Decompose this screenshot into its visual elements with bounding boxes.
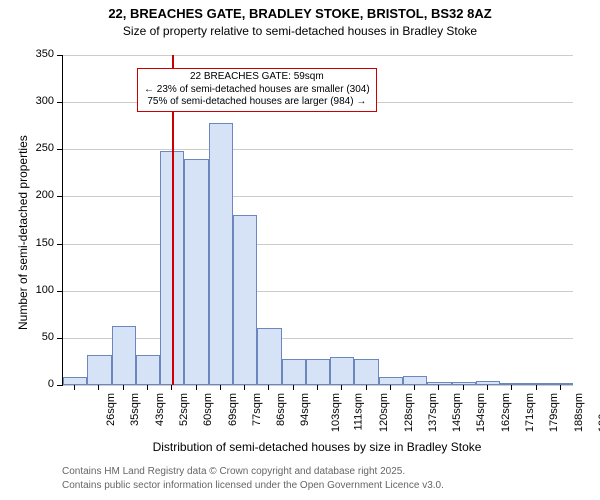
annotation-line-3: 75% of semi-detached houses are larger (…	[144, 96, 370, 109]
y-tick	[57, 244, 62, 245]
histogram-bar	[63, 377, 87, 385]
y-tick-label: 150	[24, 237, 54, 249]
y-tick	[57, 149, 62, 150]
y-tick	[57, 196, 62, 197]
footer-line-2: Contains public sector information licen…	[62, 480, 444, 491]
x-tick	[98, 385, 99, 390]
x-tick	[147, 385, 148, 390]
x-tick-label: 52sqm	[178, 393, 190, 426]
x-tick	[317, 385, 318, 390]
x-tick	[123, 385, 124, 390]
y-tick	[57, 291, 62, 292]
y-tick	[57, 55, 62, 56]
histogram-bar	[403, 376, 427, 385]
x-tick-label: 111sqm	[353, 393, 365, 431]
histogram-bar	[87, 355, 111, 385]
histogram-bar	[136, 355, 160, 385]
histogram-bar	[282, 359, 306, 385]
histogram-bar	[427, 382, 451, 385]
x-tick-label: 60sqm	[202, 393, 214, 426]
y-axis-label: Number of semi-detached properties	[16, 135, 30, 330]
property-size-chart: 22, BREACHES GATE, BRADLEY STOKE, BRISTO…	[0, 0, 600, 500]
footer-line-1: Contains HM Land Registry data © Crown c…	[62, 466, 405, 477]
y-grid-line	[63, 196, 573, 197]
y-tick-label: 300	[24, 95, 54, 107]
histogram-bar	[184, 159, 208, 385]
x-tick-label: 171sqm	[524, 393, 536, 432]
x-tick-label: 128sqm	[403, 393, 415, 432]
x-tick-label: 26sqm	[105, 393, 117, 426]
x-tick	[511, 385, 512, 390]
x-tick	[366, 385, 367, 390]
annotation-line-1: 22 BREACHES GATE: 59sqm	[144, 71, 370, 84]
x-tick-label: 103sqm	[330, 393, 342, 432]
y-tick-label: 100	[24, 284, 54, 296]
x-tick-label: 94sqm	[299, 393, 311, 426]
x-tick	[341, 385, 342, 390]
histogram-bar	[330, 357, 354, 385]
annotation-box: 22 BREACHES GATE: 59sqm ← 23% of semi-de…	[137, 68, 377, 112]
x-tick-label: 43sqm	[154, 393, 166, 426]
histogram-bar	[306, 359, 330, 385]
x-tick	[463, 385, 464, 390]
y-tick	[57, 102, 62, 103]
x-tick-label: 145sqm	[451, 393, 463, 432]
chart-subtitle: Size of property relative to semi-detach…	[0, 24, 600, 38]
x-tick	[74, 385, 75, 390]
x-tick	[268, 385, 269, 390]
x-tick	[293, 385, 294, 390]
x-tick-label: 154sqm	[476, 393, 488, 432]
x-tick-label: 179sqm	[548, 393, 560, 432]
y-grid-line	[63, 149, 573, 150]
x-tick	[390, 385, 391, 390]
x-tick-label: 137sqm	[427, 393, 439, 432]
y-grid-line	[63, 385, 573, 386]
y-grid-line	[63, 338, 573, 339]
x-tick	[220, 385, 221, 390]
x-tick	[438, 385, 439, 390]
x-axis-label: Distribution of semi-detached houses by …	[62, 440, 572, 454]
annotation-line-2: ← 23% of semi-detached houses are smalle…	[144, 84, 370, 97]
y-grid-line	[63, 291, 573, 292]
histogram-bar	[209, 123, 233, 385]
y-tick-label: 0	[24, 378, 54, 390]
histogram-bar	[549, 383, 573, 385]
histogram-bar	[524, 383, 548, 385]
histogram-bar	[452, 382, 476, 385]
x-tick-label: 69sqm	[227, 393, 239, 426]
y-tick-label: 200	[24, 189, 54, 201]
y-tick	[57, 338, 62, 339]
chart-title: 22, BREACHES GATE, BRADLEY STOKE, BRISTO…	[0, 6, 600, 21]
x-tick	[171, 385, 172, 390]
y-tick-label: 50	[24, 331, 54, 343]
x-tick-label: 120sqm	[378, 393, 390, 432]
x-tick-label: 35sqm	[129, 393, 141, 426]
y-grid-line	[63, 244, 573, 245]
x-tick-label: 86sqm	[275, 393, 287, 426]
histogram-bar	[500, 383, 524, 385]
histogram-bar	[379, 377, 403, 385]
x-tick	[244, 385, 245, 390]
y-tick-label: 250	[24, 142, 54, 154]
x-tick	[414, 385, 415, 390]
x-tick	[560, 385, 561, 390]
y-tick-label: 350	[24, 48, 54, 60]
histogram-bar	[354, 359, 378, 385]
y-grid-line	[63, 55, 573, 56]
x-tick-label: 77sqm	[251, 393, 263, 426]
x-tick	[536, 385, 537, 390]
histogram-bar	[257, 328, 281, 385]
x-tick-label: 188sqm	[573, 393, 585, 432]
x-tick	[196, 385, 197, 390]
histogram-bar	[112, 326, 136, 385]
x-tick	[487, 385, 488, 390]
histogram-bar	[233, 215, 257, 385]
x-tick-label: 162sqm	[500, 393, 512, 432]
y-tick	[57, 385, 62, 386]
